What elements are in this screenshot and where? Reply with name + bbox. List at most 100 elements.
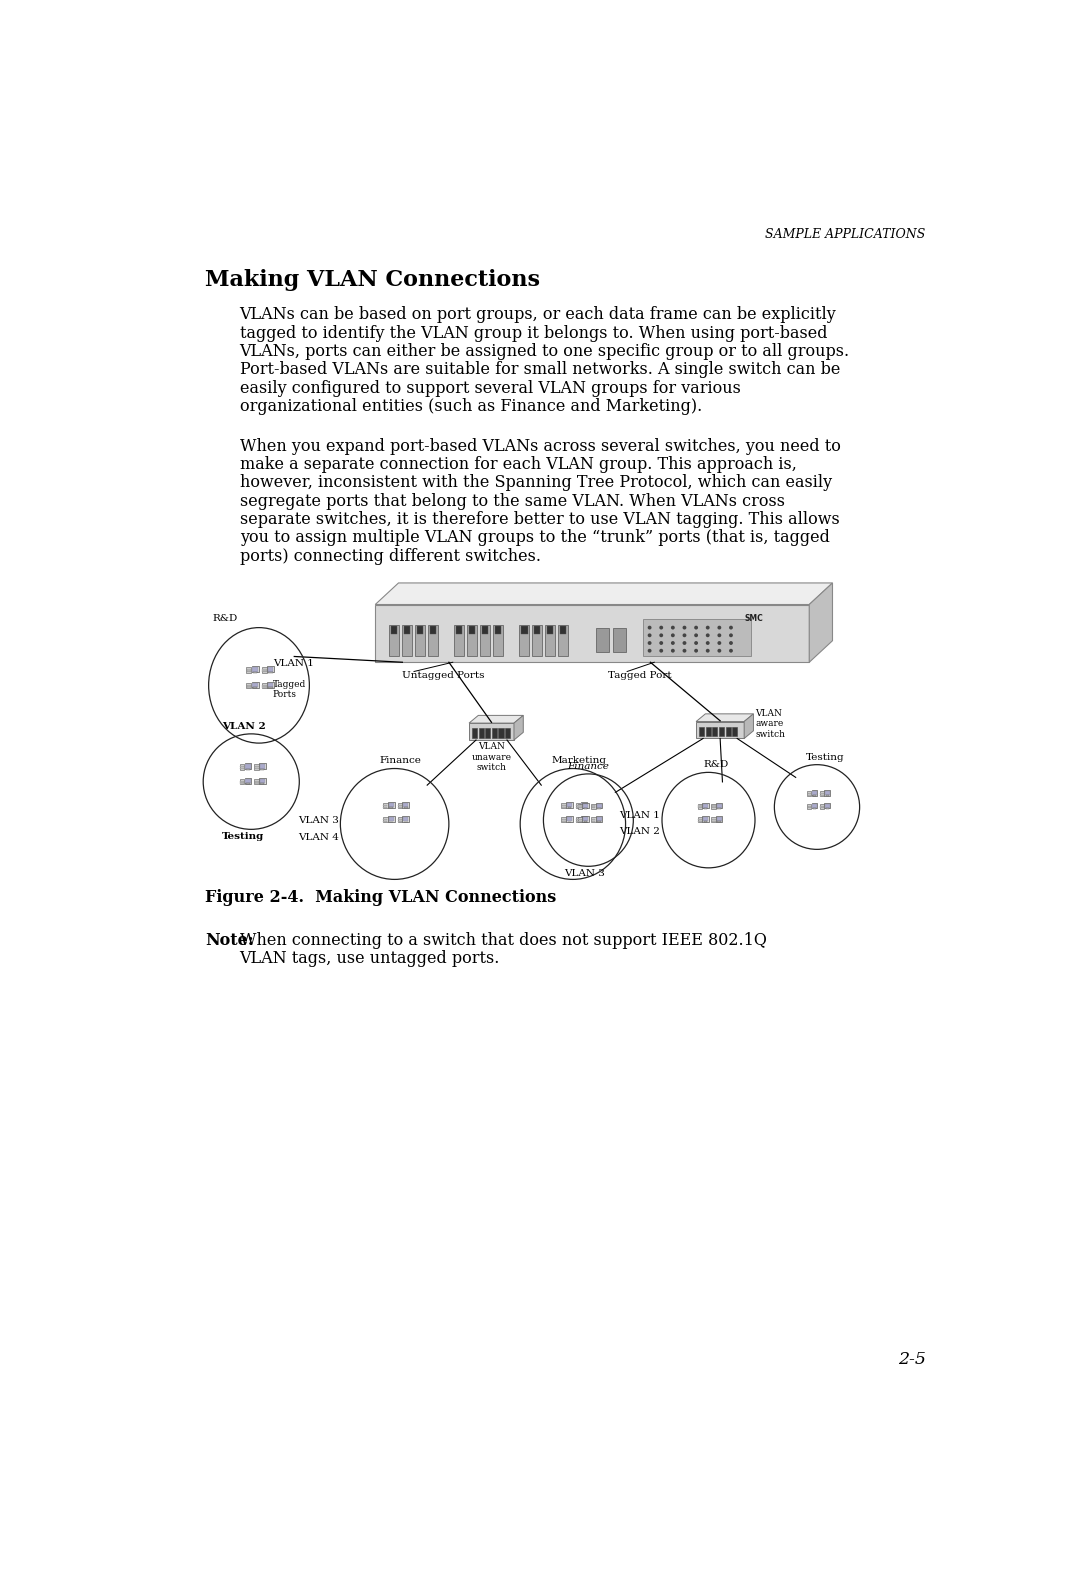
- Text: VLAN 4: VLAN 4: [298, 834, 339, 843]
- Bar: [562, 818, 566, 823]
- Circle shape: [659, 641, 663, 645]
- Text: VLAN 2: VLAN 2: [221, 722, 266, 730]
- Text: organizational entities (such as Finance and Marketing).: organizational entities (such as Finance…: [240, 397, 702, 414]
- Polygon shape: [697, 722, 744, 738]
- Bar: [596, 628, 608, 652]
- Bar: [268, 683, 273, 688]
- Bar: [254, 779, 259, 783]
- Bar: [495, 626, 501, 634]
- Text: VLAN 1: VLAN 1: [273, 659, 314, 669]
- Bar: [472, 728, 477, 738]
- Bar: [415, 625, 424, 656]
- Bar: [391, 626, 397, 634]
- Bar: [698, 816, 702, 823]
- Text: however, inconsistent with the Spanning Tree Protocol, which can easily: however, inconsistent with the Spanning …: [240, 474, 832, 491]
- Text: easily configured to support several VLAN groups for various: easily configured to support several VLA…: [240, 380, 741, 397]
- Bar: [812, 791, 816, 794]
- Bar: [566, 816, 572, 823]
- Text: Tagged
Ports: Tagged Ports: [273, 680, 307, 699]
- Bar: [403, 802, 408, 807]
- Bar: [712, 804, 716, 809]
- Bar: [499, 728, 503, 738]
- Bar: [259, 765, 265, 769]
- Bar: [485, 728, 490, 738]
- Circle shape: [683, 648, 687, 653]
- Text: Note:: Note:: [205, 931, 254, 948]
- Bar: [402, 625, 413, 656]
- Bar: [535, 626, 540, 634]
- Bar: [397, 802, 402, 809]
- Text: VLAN tags, use untagged ports.: VLAN tags, use untagged ports.: [240, 950, 500, 967]
- Bar: [719, 727, 724, 736]
- Text: Untagged Ports: Untagged Ports: [403, 672, 485, 680]
- Bar: [259, 763, 266, 769]
- Text: Testing: Testing: [222, 832, 265, 842]
- Bar: [478, 728, 484, 738]
- Circle shape: [706, 626, 710, 630]
- Bar: [246, 667, 252, 674]
- Bar: [699, 727, 704, 736]
- Circle shape: [729, 626, 733, 630]
- Text: 2-5: 2-5: [897, 1352, 926, 1367]
- Circle shape: [729, 641, 733, 645]
- Bar: [596, 816, 603, 821]
- Bar: [706, 727, 711, 736]
- Text: SMC: SMC: [744, 614, 762, 623]
- Bar: [825, 804, 829, 809]
- Text: VLAN 3: VLAN 3: [298, 815, 339, 824]
- Bar: [404, 626, 410, 634]
- Bar: [267, 681, 274, 688]
- Bar: [522, 626, 527, 634]
- Circle shape: [706, 633, 710, 637]
- Bar: [702, 816, 708, 821]
- Bar: [726, 727, 730, 736]
- Bar: [578, 816, 582, 823]
- Bar: [383, 802, 388, 809]
- Bar: [717, 816, 721, 821]
- Circle shape: [694, 641, 698, 645]
- Text: R&D: R&D: [704, 760, 729, 769]
- Bar: [403, 802, 409, 807]
- Bar: [596, 802, 603, 809]
- Bar: [576, 818, 580, 823]
- Circle shape: [729, 633, 733, 637]
- Bar: [252, 681, 259, 688]
- Bar: [430, 626, 435, 634]
- Bar: [716, 802, 723, 809]
- Bar: [811, 790, 818, 796]
- Bar: [245, 765, 251, 769]
- Bar: [388, 816, 394, 823]
- Bar: [268, 667, 273, 672]
- Bar: [389, 625, 400, 656]
- Text: R&D: R&D: [213, 614, 238, 623]
- Circle shape: [706, 641, 710, 645]
- Bar: [557, 625, 568, 656]
- Bar: [824, 804, 831, 809]
- Bar: [703, 816, 708, 821]
- Bar: [403, 818, 408, 821]
- Polygon shape: [375, 582, 833, 604]
- Circle shape: [717, 626, 721, 630]
- Circle shape: [648, 641, 651, 645]
- Text: VLAN 2: VLAN 2: [620, 827, 661, 837]
- Bar: [562, 802, 566, 809]
- Circle shape: [706, 648, 710, 653]
- Bar: [482, 626, 488, 634]
- Bar: [824, 790, 831, 796]
- Bar: [807, 804, 811, 809]
- Bar: [456, 626, 462, 634]
- Bar: [812, 804, 816, 809]
- Bar: [389, 802, 394, 807]
- Text: make a separate connection for each VLAN group. This approach is,: make a separate connection for each VLAN…: [240, 455, 797, 473]
- Circle shape: [659, 648, 663, 653]
- Bar: [254, 765, 259, 769]
- Bar: [581, 802, 586, 807]
- Bar: [246, 683, 252, 688]
- Circle shape: [671, 626, 675, 630]
- Bar: [566, 802, 572, 807]
- Bar: [505, 728, 510, 738]
- Bar: [583, 804, 588, 807]
- Circle shape: [717, 641, 721, 645]
- Bar: [259, 777, 266, 783]
- Bar: [417, 626, 423, 634]
